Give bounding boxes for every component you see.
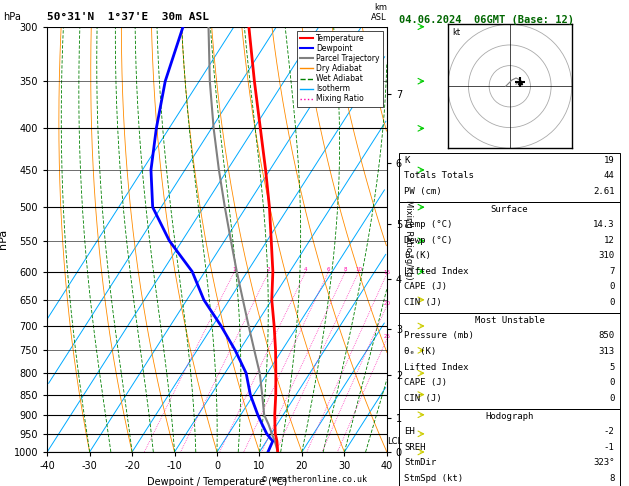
Text: StmDir: StmDir (404, 458, 437, 468)
Text: -1: -1 (604, 443, 615, 452)
Text: 5: 5 (609, 363, 615, 372)
Text: 0: 0 (609, 282, 615, 292)
Text: PW (cm): PW (cm) (404, 187, 442, 196)
Text: 0: 0 (609, 378, 615, 387)
Text: CAPE (J): CAPE (J) (404, 282, 447, 292)
Text: 2: 2 (267, 266, 270, 272)
Text: Lifted Index: Lifted Index (404, 267, 469, 276)
Text: K: K (404, 156, 410, 165)
Text: km
ASL: km ASL (371, 3, 387, 22)
Text: 323°: 323° (593, 458, 615, 468)
X-axis label: Dewpoint / Temperature (°C): Dewpoint / Temperature (°C) (147, 477, 287, 486)
Text: 20: 20 (383, 301, 391, 306)
Text: 04.06.2024  06GMT (Base: 12): 04.06.2024 06GMT (Base: 12) (399, 15, 574, 25)
Y-axis label: Mixing Ratio (g/kg): Mixing Ratio (g/kg) (404, 200, 413, 279)
Text: 313: 313 (598, 347, 615, 356)
Text: Hodograph: Hodograph (486, 412, 533, 421)
Text: 4: 4 (304, 266, 308, 272)
Text: CIN (J): CIN (J) (404, 394, 442, 403)
Text: -2: -2 (604, 427, 615, 436)
Text: θₑ (K): θₑ (K) (404, 347, 437, 356)
Text: EH: EH (404, 427, 415, 436)
Text: 44: 44 (604, 171, 615, 180)
Text: 10: 10 (355, 266, 362, 272)
Text: 12: 12 (604, 236, 615, 245)
Text: Totals Totals: Totals Totals (404, 171, 474, 180)
Text: hPa: hPa (3, 12, 21, 22)
Text: 850: 850 (598, 331, 615, 341)
Text: Surface: Surface (491, 205, 528, 214)
Text: Lifted Index: Lifted Index (404, 363, 469, 372)
Text: Temp (°C): Temp (°C) (404, 220, 453, 229)
Y-axis label: hPa: hPa (0, 229, 8, 249)
Text: 0: 0 (609, 394, 615, 403)
Text: 16: 16 (383, 270, 390, 275)
Text: 1: 1 (233, 266, 236, 272)
Text: θₑ(K): θₑ(K) (404, 251, 431, 260)
Text: SREH: SREH (404, 443, 426, 452)
Text: CAPE (J): CAPE (J) (404, 378, 447, 387)
Text: kt: kt (452, 28, 460, 36)
Text: 8: 8 (609, 474, 615, 483)
Text: 25: 25 (383, 334, 390, 339)
Text: 2.61: 2.61 (593, 187, 615, 196)
Text: StmSpd (kt): StmSpd (kt) (404, 474, 464, 483)
Text: Most Unstable: Most Unstable (474, 316, 545, 325)
Text: CIN (J): CIN (J) (404, 298, 442, 307)
Text: 19: 19 (604, 156, 615, 165)
Text: 0: 0 (609, 298, 615, 307)
Text: Pressure (mb): Pressure (mb) (404, 331, 474, 341)
Text: 14.3: 14.3 (593, 220, 615, 229)
Text: 6: 6 (327, 266, 330, 272)
Legend: Temperature, Dewpoint, Parcel Trajectory, Dry Adiabat, Wet Adiabat, Isotherm, Mi: Temperature, Dewpoint, Parcel Trajectory… (297, 31, 383, 106)
Text: LCL: LCL (387, 437, 403, 446)
Text: © weatheronline.co.uk: © weatheronline.co.uk (262, 474, 367, 484)
Text: Dewp (°C): Dewp (°C) (404, 236, 453, 245)
Text: 310: 310 (598, 251, 615, 260)
Text: 7: 7 (609, 267, 615, 276)
Text: 50°31'N  1°37'E  30m ASL: 50°31'N 1°37'E 30m ASL (47, 13, 209, 22)
Text: 8: 8 (343, 266, 347, 272)
